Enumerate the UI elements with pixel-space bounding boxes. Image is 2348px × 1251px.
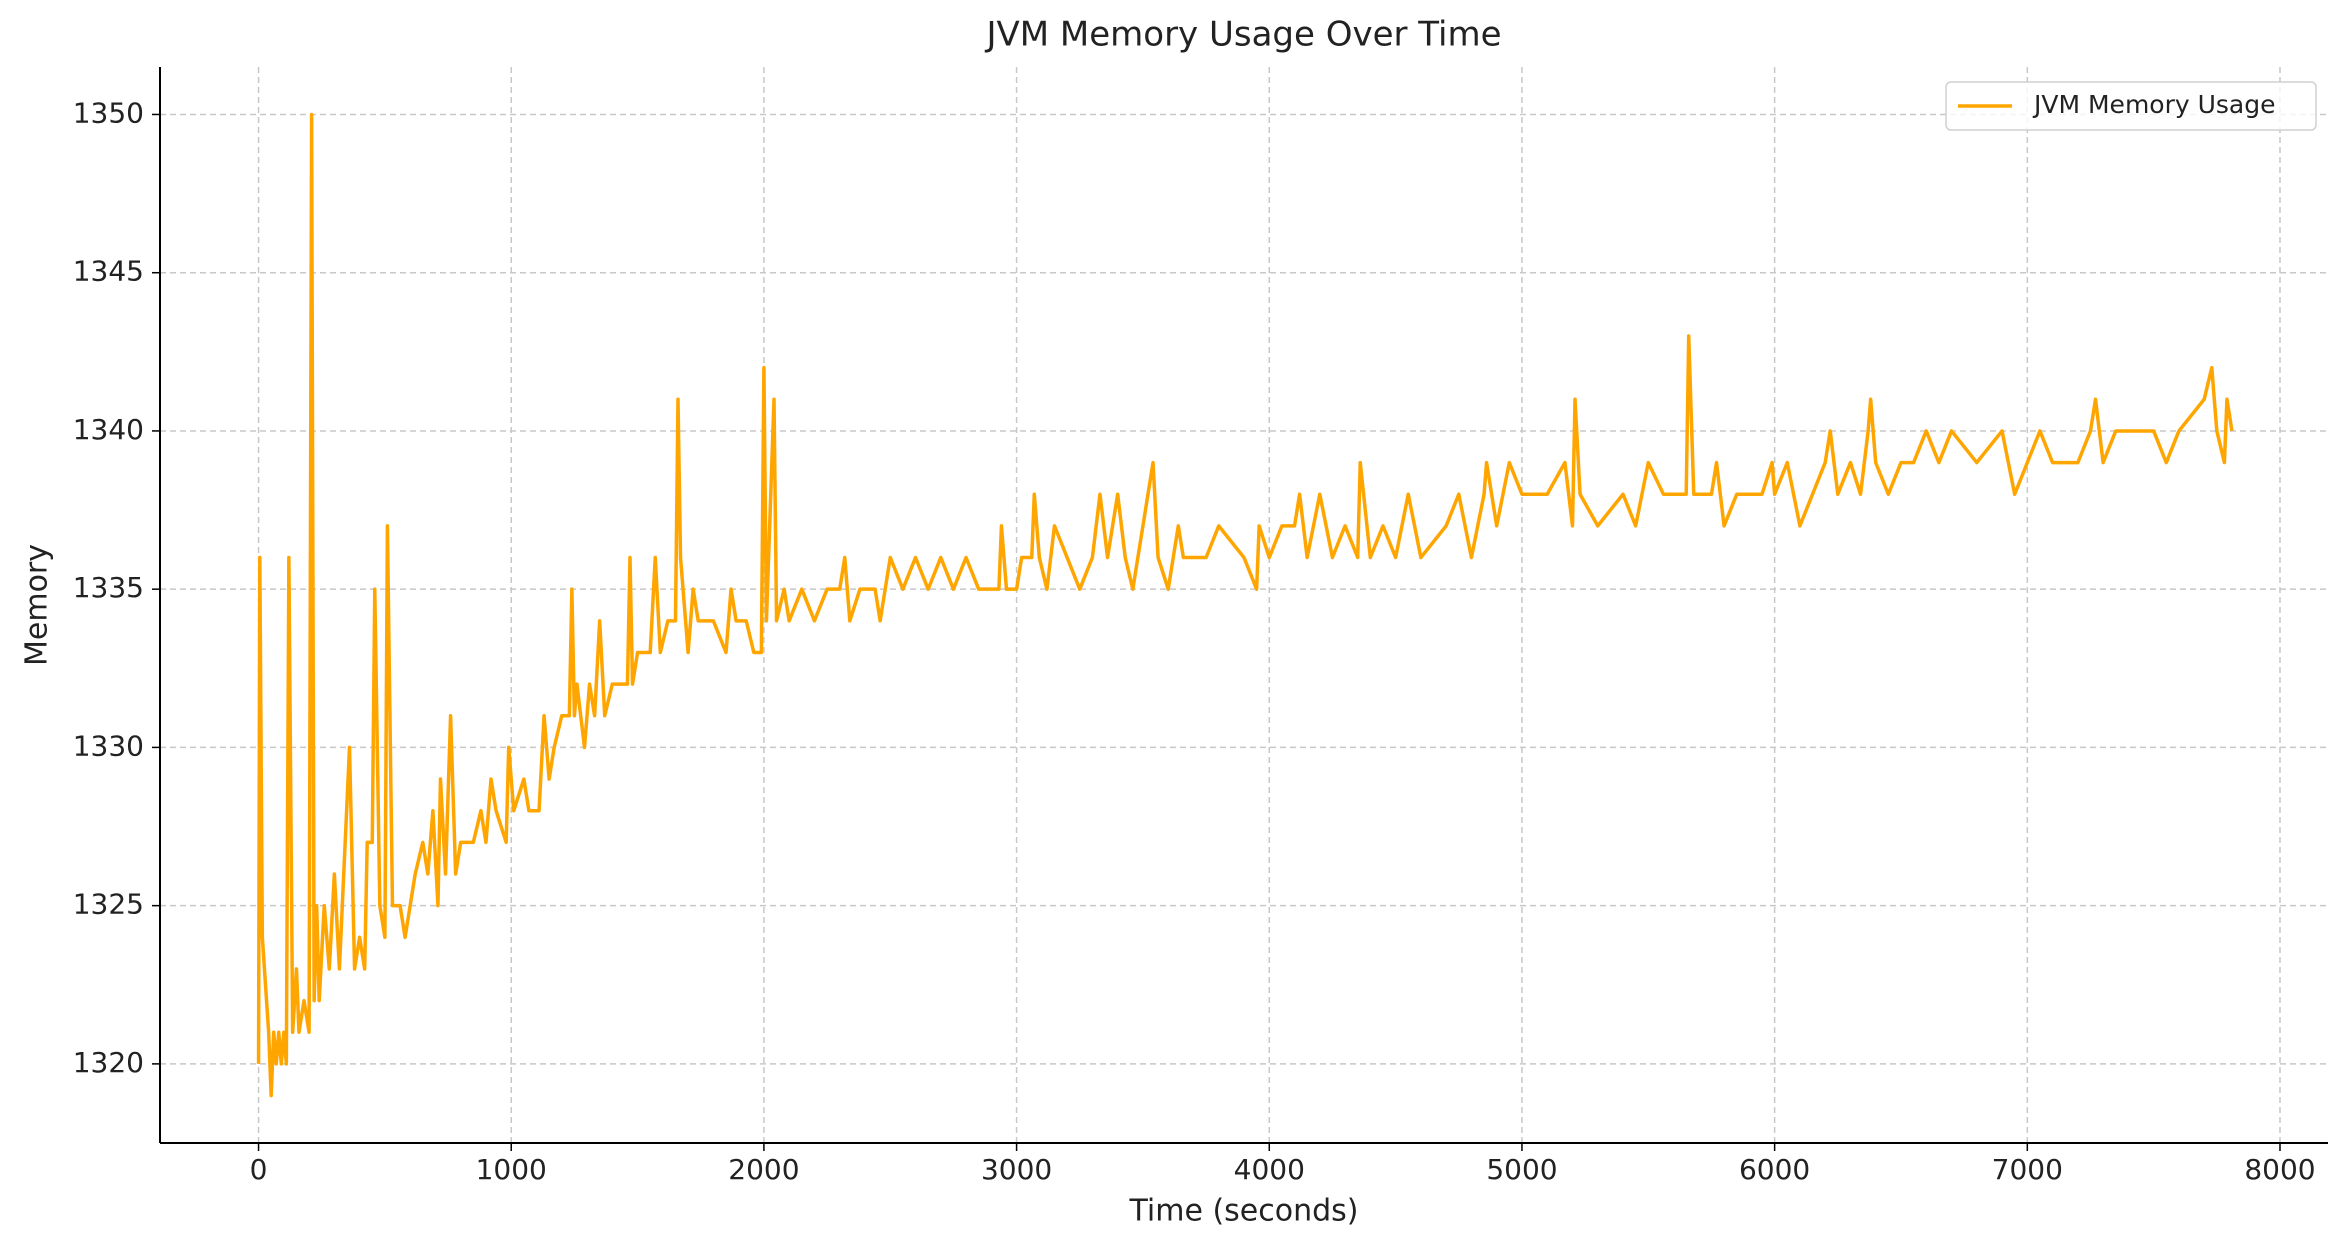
chart-title: JVM Memory Usage Over Time bbox=[984, 15, 1501, 55]
x-tick-label: 6000 bbox=[1739, 1153, 1810, 1186]
legend-label: JVM Memory Usage bbox=[2032, 90, 2276, 119]
x-tick-label: 4000 bbox=[1234, 1153, 1305, 1186]
x-tick-label: 0 bbox=[250, 1153, 268, 1186]
x-tick-label: 1000 bbox=[476, 1153, 547, 1186]
x-axis-label: Time (seconds) bbox=[1129, 1194, 1359, 1229]
legend-frame bbox=[1945, 81, 2317, 131]
y-tick-label: 1345 bbox=[73, 255, 144, 288]
x-tick-label: 3000 bbox=[981, 1153, 1052, 1186]
x-tick-label: 5000 bbox=[1486, 1153, 1557, 1186]
x-tick-label: 7000 bbox=[1992, 1153, 2063, 1186]
y-tick-label: 1340 bbox=[73, 413, 144, 446]
y-tick-label: 1320 bbox=[73, 1046, 144, 1079]
y-axis-label: Memory bbox=[20, 544, 55, 666]
legend: JVM Memory Usage bbox=[1945, 81, 2317, 131]
y-tick-label: 1330 bbox=[73, 729, 144, 762]
y-tick-label: 1325 bbox=[73, 888, 144, 921]
y-tick-label: 1335 bbox=[73, 571, 144, 604]
x-tick-label: 8000 bbox=[2244, 1153, 2315, 1186]
data-line bbox=[256, 112, 2234, 1098]
y-tick-label: 1350 bbox=[73, 96, 144, 129]
x-tick-label: 2000 bbox=[728, 1153, 799, 1186]
